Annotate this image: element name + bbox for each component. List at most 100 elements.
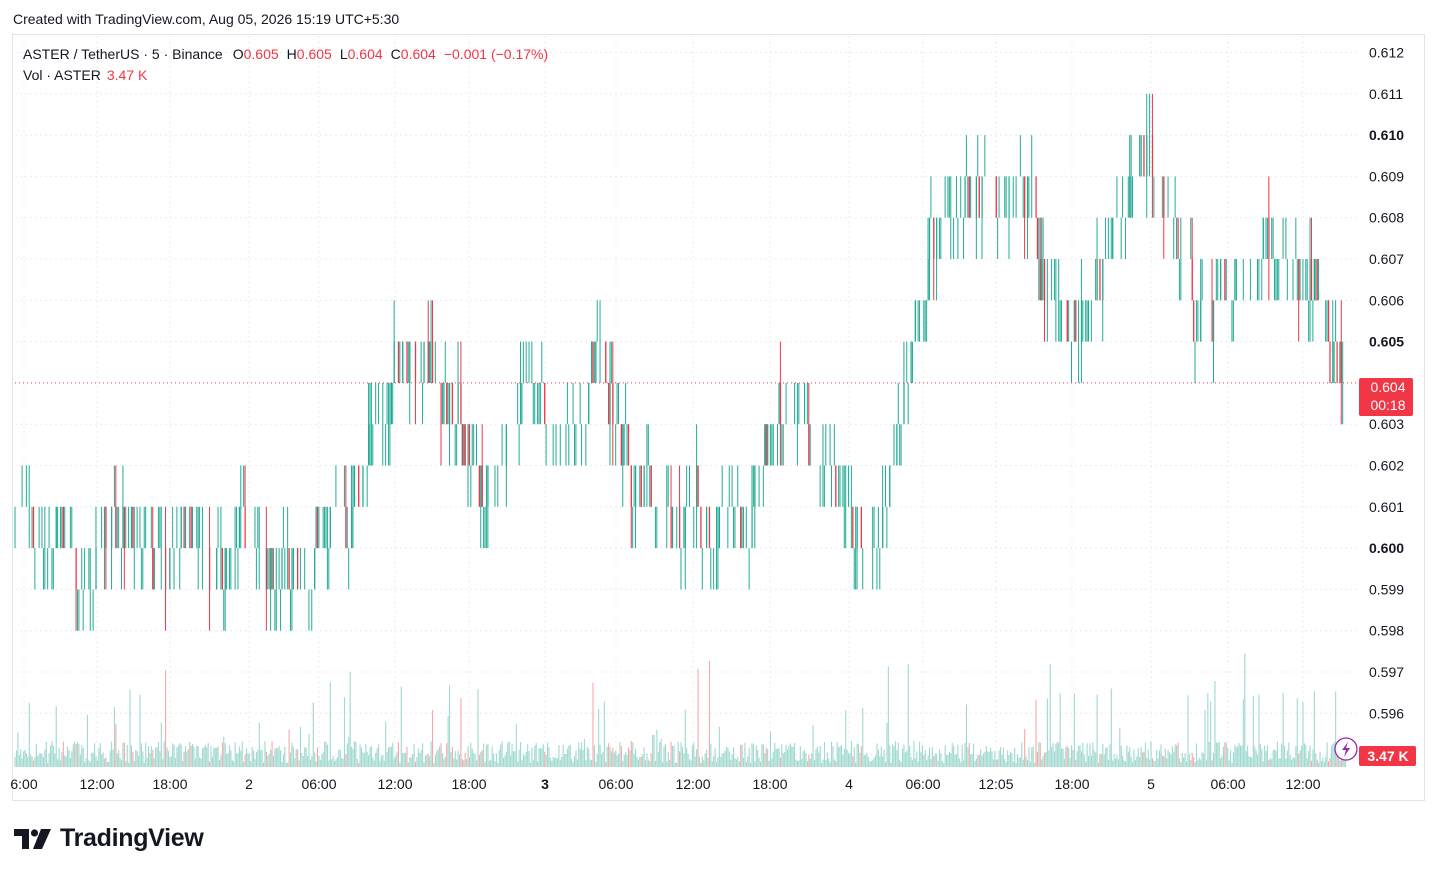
volume-bar [96, 760, 98, 767]
volume-bar [1083, 754, 1085, 767]
volume-bar [45, 741, 47, 767]
volume-bar [625, 752, 627, 767]
volume-bar [1278, 758, 1280, 767]
volume-bar [25, 753, 27, 767]
candle-body [640, 465, 642, 507]
volume-bar [38, 753, 40, 767]
volume-bar [92, 752, 94, 767]
candle-body [1309, 259, 1311, 301]
volume-bar [1089, 743, 1091, 767]
volume-bar [136, 750, 138, 767]
volume-bar [72, 744, 74, 767]
volume-bar [1281, 743, 1283, 767]
symbol-title[interactable]: ASTER / TetherUS · 5 · Binance [23, 46, 223, 62]
volume-bar [769, 731, 772, 767]
volume-bar [679, 751, 681, 767]
candle-body [914, 300, 916, 342]
candle-body [271, 548, 273, 590]
volume-bar [618, 753, 620, 767]
volume-bar [1303, 743, 1305, 767]
volume-bar [1245, 750, 1247, 767]
volume-bar [784, 752, 786, 767]
volume-bar [173, 744, 175, 767]
volume-bar [921, 745, 923, 767]
volume-bar [788, 746, 790, 767]
volume-bar [950, 753, 952, 767]
volume-bar [1262, 761, 1264, 767]
volume-bar [500, 744, 502, 767]
volume-bar [1299, 750, 1301, 767]
chart-frame[interactable] [12, 34, 1425, 801]
volume-bar [1312, 749, 1314, 767]
volume-bar [163, 741, 165, 767]
volume-bar [437, 749, 439, 767]
time-tick-label: 12:00 [79, 776, 114, 792]
candle-body [390, 382, 392, 425]
volume-bar [527, 744, 529, 767]
volume-bar [1117, 759, 1119, 767]
volume-bar [674, 762, 676, 767]
volume-bar [928, 747, 931, 767]
volume-bar [135, 750, 137, 767]
price-tick-label: 0.606 [1369, 292, 1404, 308]
candle-body [605, 341, 607, 383]
volume-bar [955, 754, 958, 767]
volume-bar [549, 757, 551, 767]
bolt-icon[interactable] [1334, 737, 1358, 761]
volume-bar [1116, 754, 1118, 767]
volume-bar [189, 742, 191, 767]
volume-bar [781, 744, 783, 767]
volume-bar [390, 746, 392, 767]
volume-bar [150, 746, 152, 767]
time-tick-label: 12:05 [978, 776, 1013, 792]
volume-bar [1286, 750, 1288, 767]
volume-bar [17, 732, 19, 767]
volume-bar [670, 741, 672, 767]
volume-bar [1103, 754, 1105, 767]
volume-bar [1078, 745, 1080, 767]
volume-bar [179, 743, 181, 767]
volume-bar [646, 753, 648, 767]
volume-bar [397, 741, 399, 767]
volume-bar [304, 747, 306, 767]
volume-bar [324, 741, 326, 767]
candle-body [612, 382, 614, 425]
volume-bar [312, 702, 314, 767]
tradingview-logo[interactable]: TradingView [14, 824, 204, 853]
volume-bar [1214, 680, 1216, 767]
volume-bar [609, 747, 611, 767]
volume-bar [349, 672, 351, 767]
volume-bar [937, 760, 939, 767]
volume-bar [1248, 756, 1250, 767]
volume-bar [243, 761, 245, 767]
volume-bar [294, 758, 296, 767]
volume-bar [20, 749, 22, 767]
volume-bar [40, 753, 42, 767]
volume-bar [522, 754, 524, 767]
volume-bar [1105, 748, 1107, 767]
volume-bar [260, 749, 262, 767]
volume-bar [568, 745, 570, 767]
volume-bar [774, 742, 776, 767]
candle-body [670, 506, 672, 549]
volume-bar [840, 744, 843, 767]
volume-bar [1259, 744, 1261, 767]
volume-bar [258, 722, 260, 767]
volume-bar [436, 750, 438, 767]
volume-bar [431, 710, 434, 767]
volume-bar [441, 753, 444, 767]
volume-bar [1337, 754, 1340, 767]
volume-bar [991, 751, 993, 767]
volume-bar [1255, 750, 1257, 767]
volume-bar [275, 748, 277, 767]
volume-bar [620, 746, 622, 767]
volume-bar [79, 754, 81, 767]
volume-bar [89, 761, 91, 767]
candle-body [889, 465, 891, 507]
tradingview-logo-icon [14, 828, 51, 849]
volume-bar [1119, 728, 1121, 767]
volume-bar [859, 752, 861, 767]
volume-bar [600, 754, 603, 767]
volume-bar [883, 749, 885, 767]
